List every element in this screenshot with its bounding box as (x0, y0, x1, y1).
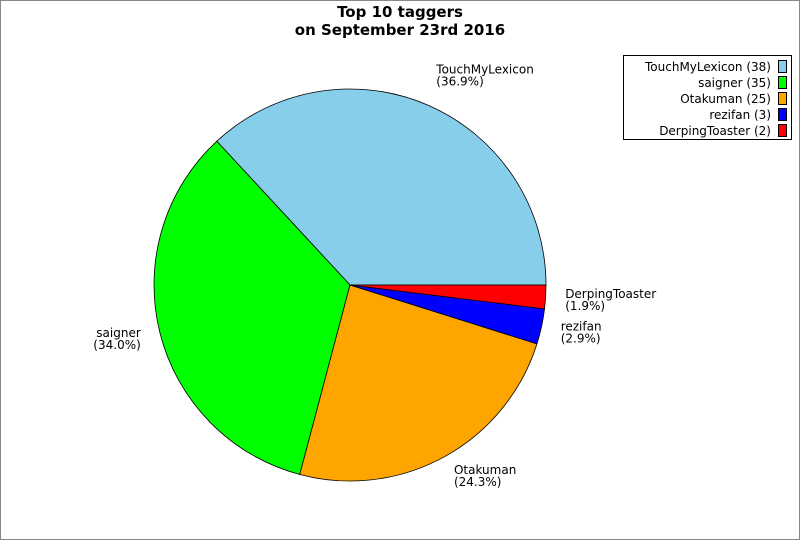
slice-label: DerpingToaster (565, 287, 656, 301)
slice-label: saigner (96, 326, 141, 340)
chart-subtitle: on September 23rd 2016 (295, 21, 505, 39)
chart-title: Top 10 taggers (337, 3, 463, 21)
legend-label: saigner (35) (698, 76, 771, 90)
slice-label: TouchMyLexicon (435, 62, 534, 76)
legend-swatch (778, 76, 787, 89)
slice-percent: (36.9%) (436, 74, 483, 88)
legend-label: TouchMyLexicon (38) (644, 60, 771, 74)
legend-swatch (778, 92, 787, 105)
legend-label: Otakuman (25) (680, 92, 771, 106)
slice-percent: (1.9%) (565, 299, 605, 313)
slice-percent: (34.0%) (93, 338, 140, 352)
slice-percent: (2.9%) (561, 332, 601, 346)
pie-slice (153, 140, 351, 475)
slice-label: rezifan (561, 320, 602, 334)
pie-slice (349, 284, 547, 310)
slice-label: Otakuman (454, 463, 516, 477)
legend-label: rezifan (3) (709, 108, 771, 122)
slice-percent: (24.3%) (454, 475, 501, 489)
legend-label: DerpingToaster (2) (659, 124, 771, 138)
legend-swatch (778, 60, 787, 73)
legend-box (623, 55, 792, 140)
pie-slice (299, 284, 538, 482)
legend-swatch (778, 124, 787, 137)
legend-swatch (778, 108, 787, 121)
pie-slice (216, 88, 547, 286)
